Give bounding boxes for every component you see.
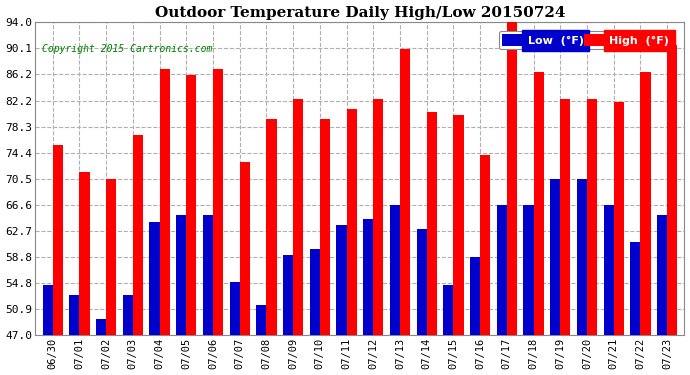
Bar [283, 255, 293, 335]
Bar [613, 102, 624, 335]
Bar [69, 296, 79, 335]
Bar [337, 225, 346, 335]
Bar [96, 319, 106, 335]
Text: Copyright 2015 Cartronics.com: Copyright 2015 Cartronics.com [42, 44, 213, 54]
Bar [123, 296, 133, 335]
Bar [346, 109, 357, 335]
Bar [507, 19, 517, 335]
Bar [266, 119, 277, 335]
Bar [150, 222, 159, 335]
Bar [400, 49, 410, 335]
Bar [213, 69, 223, 335]
Bar [470, 257, 480, 335]
Bar [310, 249, 320, 335]
Bar [239, 162, 250, 335]
Bar [106, 179, 117, 335]
Bar [390, 206, 400, 335]
Bar [667, 45, 677, 335]
Bar [256, 305, 266, 335]
Bar [577, 179, 587, 335]
Bar [79, 172, 90, 335]
Bar [52, 146, 63, 335]
Bar [203, 215, 213, 335]
Bar [176, 215, 186, 335]
Bar [497, 206, 507, 335]
Bar [453, 116, 464, 335]
Bar [560, 99, 571, 335]
Bar [230, 282, 239, 335]
Legend: Low  (°F), High  (°F): Low (°F), High (°F) [499, 31, 672, 49]
Bar [373, 99, 384, 335]
Bar [587, 99, 597, 335]
Bar [550, 179, 560, 335]
Bar [630, 242, 640, 335]
Bar [480, 155, 491, 335]
Bar [363, 219, 373, 335]
Bar [524, 206, 533, 335]
Bar [604, 206, 613, 335]
Bar [186, 75, 197, 335]
Bar [640, 72, 651, 335]
Bar [426, 112, 437, 335]
Bar [417, 229, 426, 335]
Bar [320, 119, 330, 335]
Bar [133, 135, 143, 335]
Title: Outdoor Temperature Daily High/Low 20150724: Outdoor Temperature Daily High/Low 20150… [155, 6, 565, 20]
Bar [159, 69, 170, 335]
Bar [657, 215, 667, 335]
Bar [533, 72, 544, 335]
Bar [443, 285, 453, 335]
Bar [293, 99, 304, 335]
Bar [43, 285, 52, 335]
